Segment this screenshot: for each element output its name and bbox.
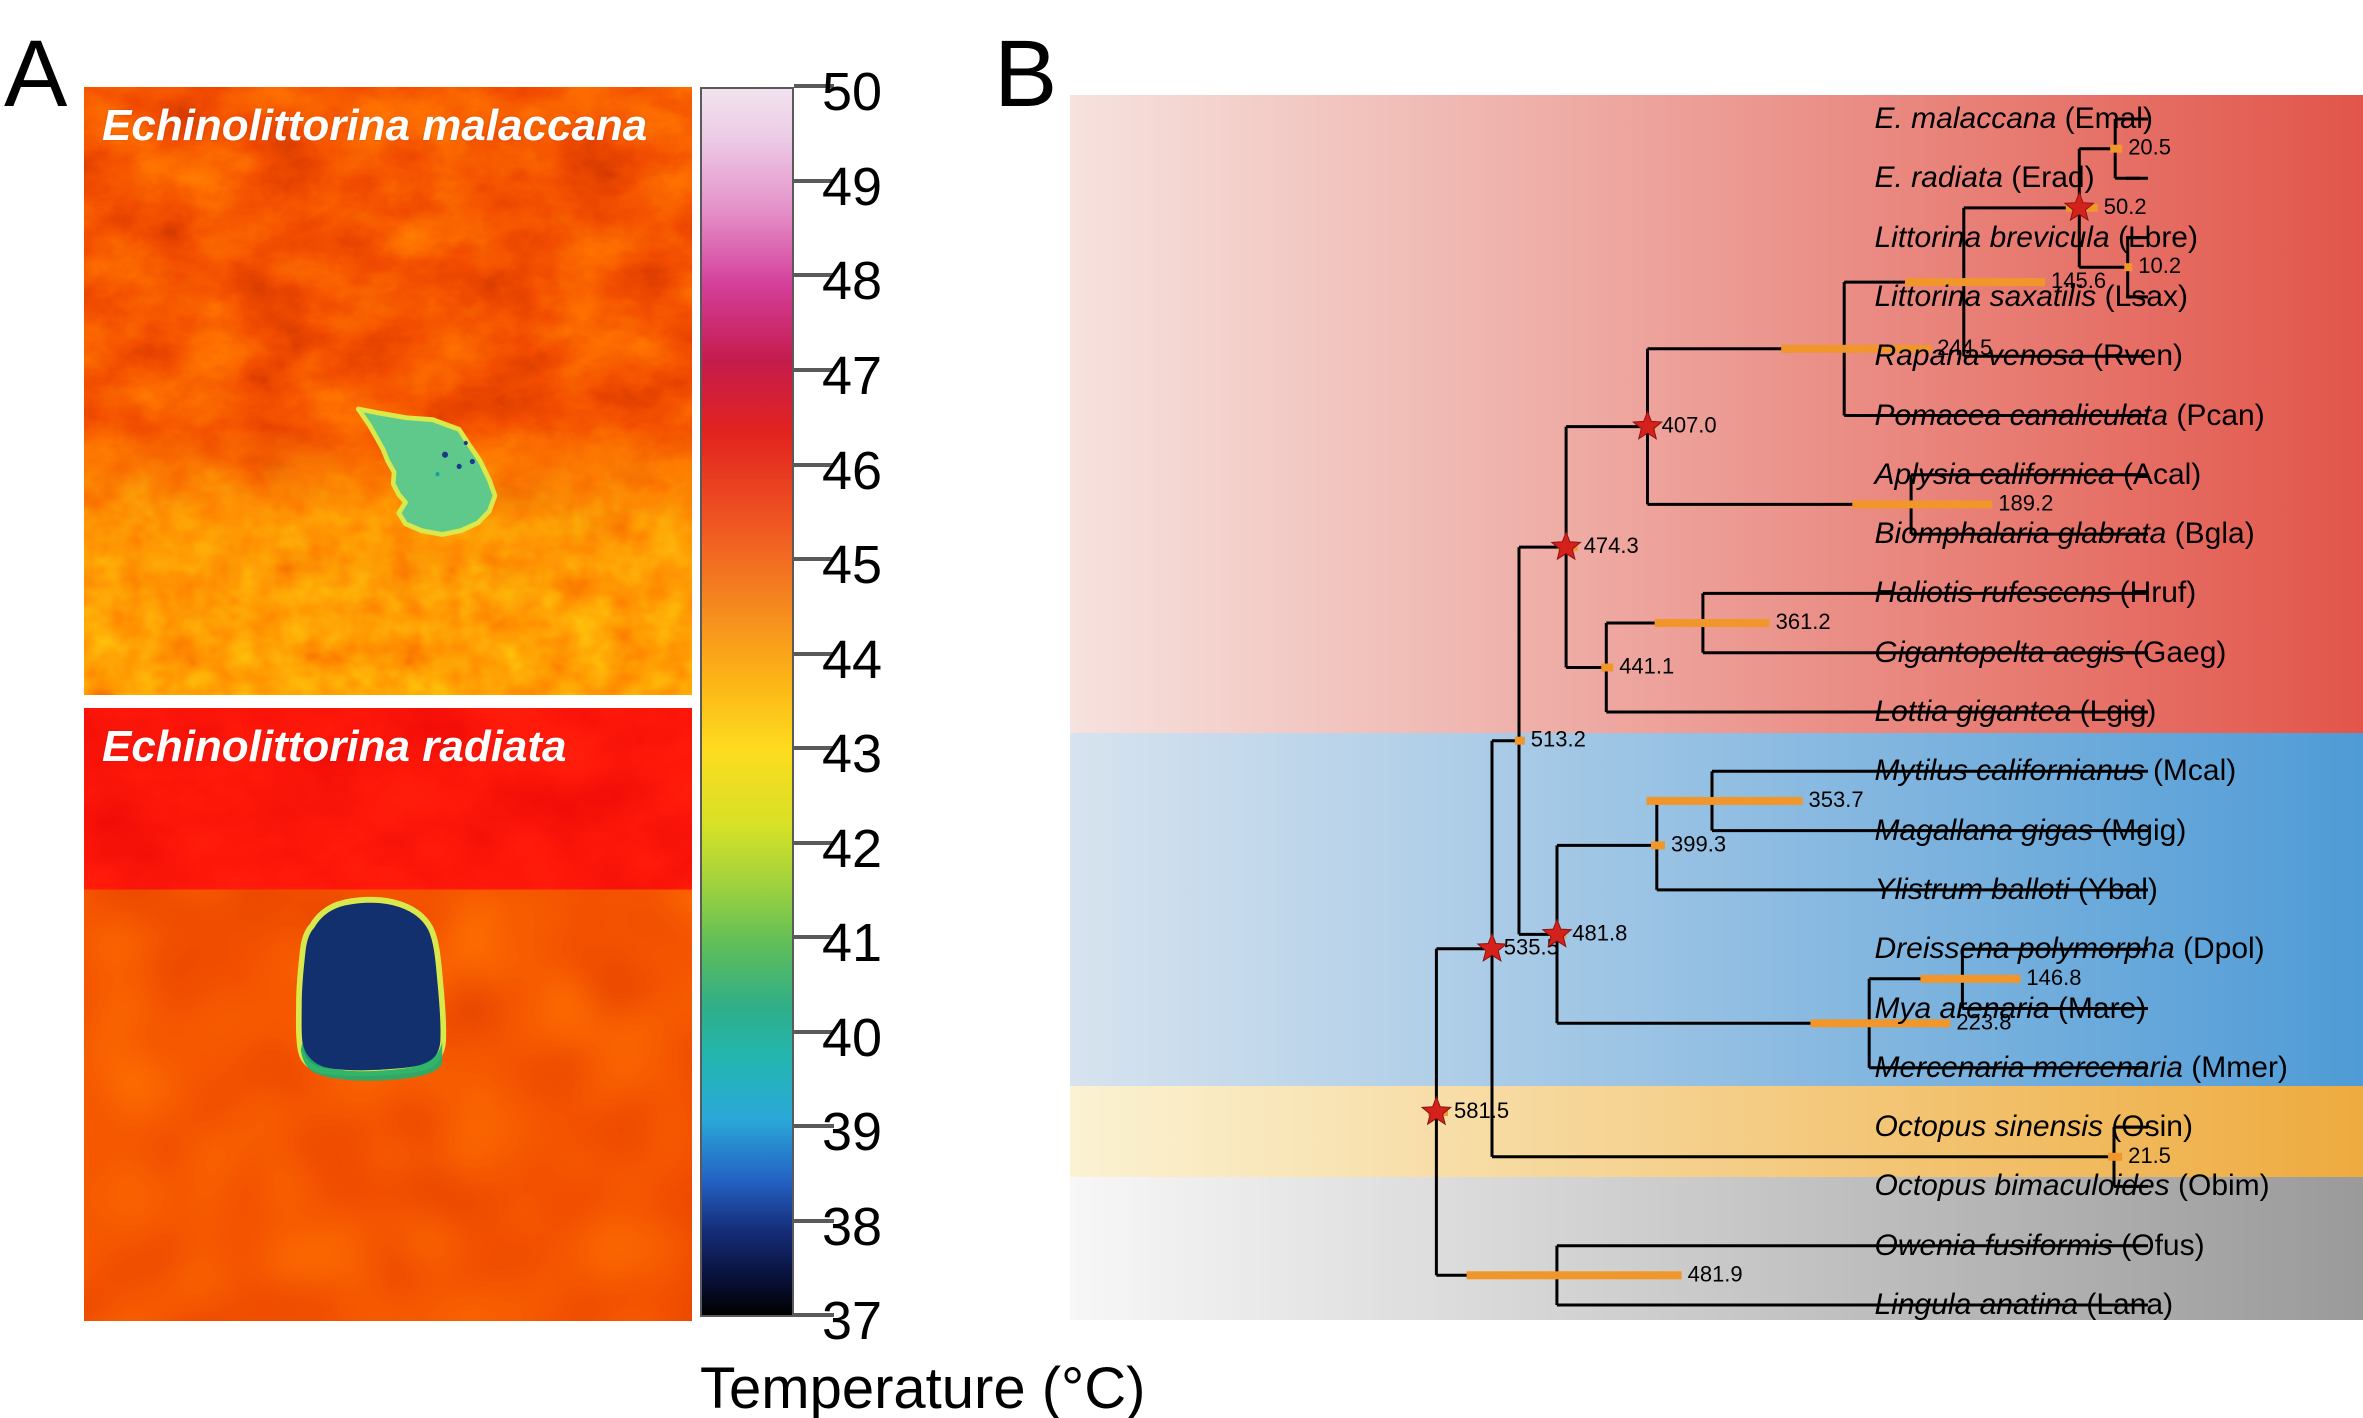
svg-text:513.2: 513.2 xyxy=(1531,727,1586,752)
svg-text:10.2: 10.2 xyxy=(2138,253,2181,278)
svg-text:21.5: 21.5 xyxy=(2128,1143,2171,1168)
svg-text:474.3: 474.3 xyxy=(1584,533,1639,558)
svg-text:361.2: 361.2 xyxy=(1776,609,1831,634)
svg-text:441.1: 441.1 xyxy=(1619,654,1674,679)
svg-text:407.0: 407.0 xyxy=(1662,413,1717,438)
svg-text:353.7: 353.7 xyxy=(1809,787,1864,812)
svg-text:189.2: 189.2 xyxy=(1998,490,2053,515)
svg-text:50.2: 50.2 xyxy=(2104,194,2147,219)
svg-text:146.8: 146.8 xyxy=(2026,965,2081,990)
svg-text:20.5: 20.5 xyxy=(2128,135,2171,160)
svg-text:581.5: 581.5 xyxy=(1454,1098,1509,1123)
svg-text:481.9: 481.9 xyxy=(1688,1261,1743,1286)
svg-text:399.3: 399.3 xyxy=(1671,831,1726,856)
svg-text:481.8: 481.8 xyxy=(1572,920,1627,945)
